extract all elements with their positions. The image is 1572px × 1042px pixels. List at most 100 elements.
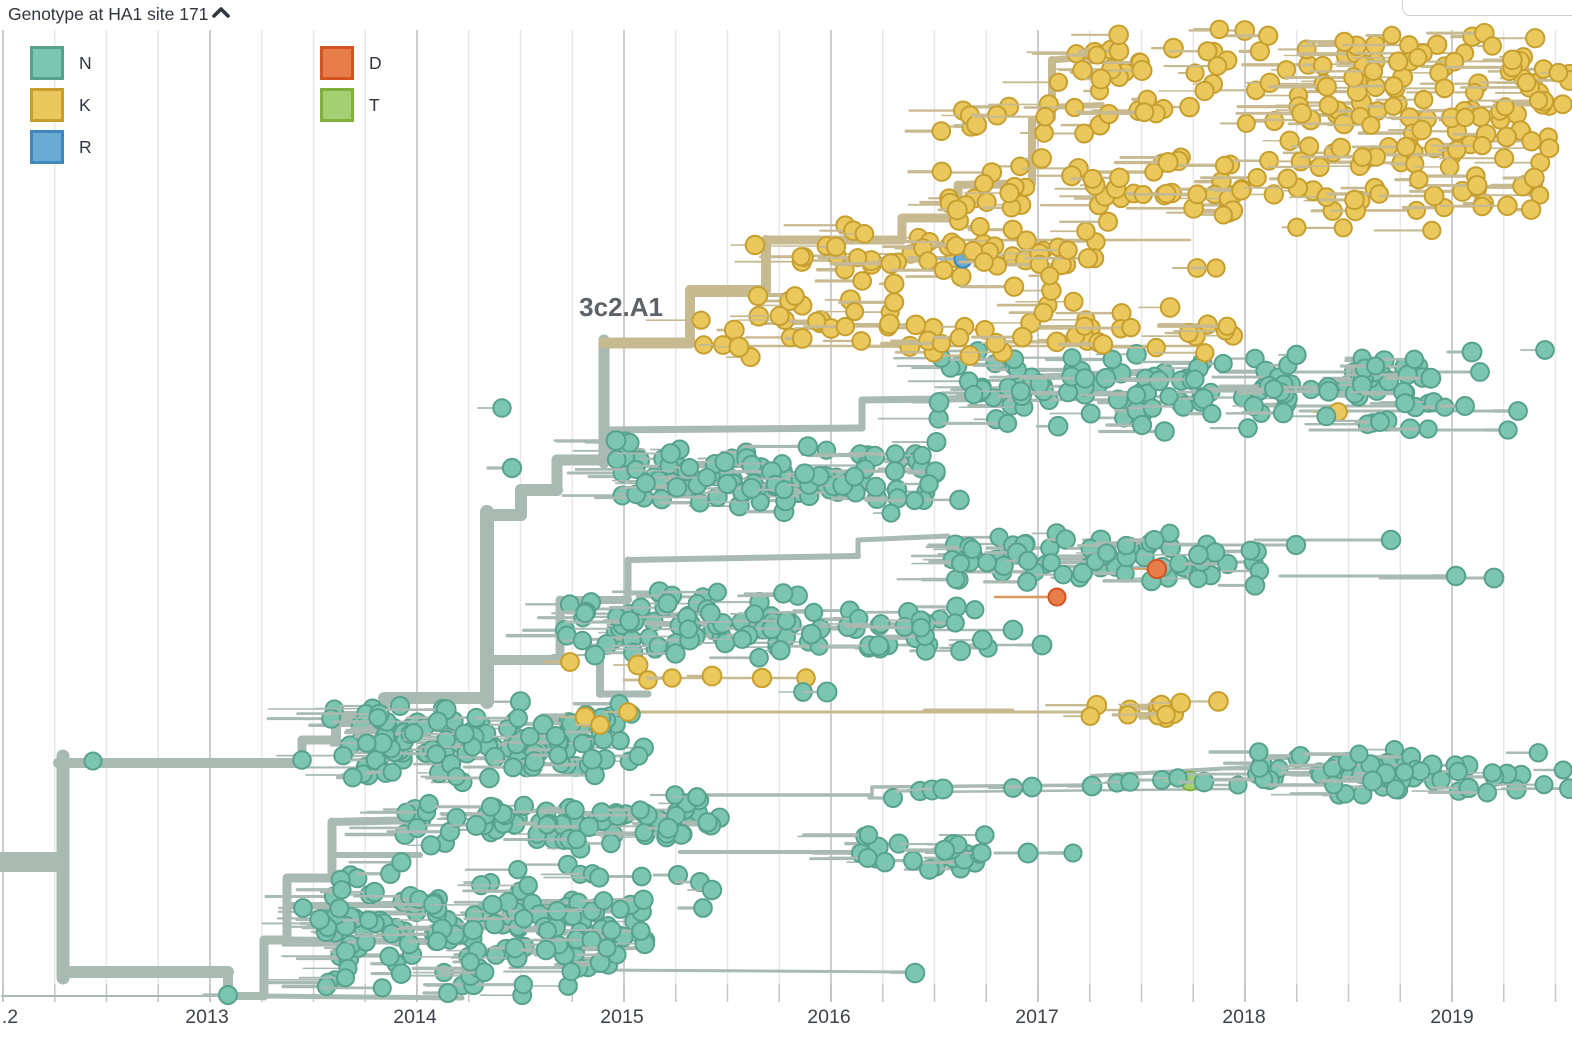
tree-tip-K[interactable] bbox=[1197, 41, 1218, 62]
tree-tip-K[interactable] bbox=[1156, 704, 1176, 725]
tree-tip-N[interactable] bbox=[1498, 420, 1518, 440]
tree-tip-N[interactable] bbox=[665, 643, 686, 664]
tree-tip-N[interactable] bbox=[1301, 379, 1321, 400]
tree-tip-K[interactable] bbox=[1363, 61, 1384, 82]
tree-tip-K[interactable] bbox=[1087, 45, 1107, 65]
tree-tip-N[interactable] bbox=[513, 795, 534, 816]
tree-tip-K[interactable] bbox=[1299, 136, 1320, 157]
tree-tip-K[interactable] bbox=[791, 247, 811, 267]
tree-tip-K[interactable] bbox=[1277, 168, 1298, 189]
tree-tip-K[interactable] bbox=[1482, 36, 1502, 56]
tree-tip-N[interactable] bbox=[1188, 568, 1208, 589]
tree-tip-K[interactable] bbox=[1163, 37, 1184, 59]
tree-tip-N[interactable] bbox=[329, 898, 350, 919]
tree-tip-N[interactable] bbox=[657, 817, 679, 839]
tree-tip-K[interactable] bbox=[1074, 123, 1095, 144]
tree-tip-K[interactable] bbox=[1092, 334, 1114, 355]
tree-tip-K[interactable] bbox=[1076, 221, 1096, 241]
tree-tip-N[interactable] bbox=[1010, 381, 1031, 402]
tree-tip-K[interactable] bbox=[1318, 95, 1340, 116]
tree-tip-K[interactable] bbox=[1082, 168, 1103, 189]
tree-tip-K[interactable] bbox=[1109, 167, 1130, 189]
tree-tip-K[interactable] bbox=[1330, 137, 1352, 159]
tree-tip-N[interactable] bbox=[1553, 760, 1572, 780]
tree-tip-K[interactable] bbox=[845, 302, 865, 322]
tree-tip-N[interactable] bbox=[1395, 393, 1416, 414]
tree-tip-N[interactable] bbox=[509, 691, 531, 713]
tree-tip-N[interactable] bbox=[407, 817, 428, 839]
tree-tip-N[interactable] bbox=[545, 726, 567, 747]
tree-tip-K[interactable] bbox=[1058, 240, 1078, 260]
tree-tip-K[interactable] bbox=[728, 336, 750, 358]
tree-tip-N[interactable] bbox=[773, 583, 794, 604]
tree-tip-K[interactable] bbox=[905, 314, 927, 336]
tree-tip-N[interactable] bbox=[578, 816, 600, 837]
tree-tip-N[interactable] bbox=[333, 745, 353, 766]
tree-tip-N[interactable] bbox=[504, 937, 526, 959]
tree-tip-N[interactable] bbox=[630, 800, 650, 820]
tree-tip-N[interactable] bbox=[564, 799, 585, 821]
tree-tip-K[interactable] bbox=[931, 121, 952, 142]
tree-tip-K[interactable] bbox=[1157, 151, 1179, 173]
tree-tip-N[interactable] bbox=[919, 859, 940, 880]
tree-tip-N[interactable] bbox=[977, 552, 998, 573]
tree-tip-N[interactable] bbox=[1152, 770, 1172, 790]
tree-tip-N[interactable] bbox=[83, 751, 103, 771]
tree-tip-K[interactable] bbox=[880, 253, 902, 275]
tree-tip-K[interactable] bbox=[1411, 119, 1433, 141]
tree-tip-K[interactable] bbox=[1046, 331, 1068, 353]
tree-tip-K[interactable] bbox=[1035, 106, 1056, 127]
tree-tip-N[interactable] bbox=[593, 891, 614, 911]
tree-tip-N[interactable] bbox=[1461, 341, 1483, 363]
tree-tip-N[interactable] bbox=[492, 398, 512, 418]
tree-tip-N[interactable] bbox=[911, 617, 931, 638]
tree-tip-K[interactable] bbox=[1287, 217, 1307, 237]
tree-tip-N[interactable] bbox=[1483, 567, 1505, 589]
tree-tip-K[interactable] bbox=[1405, 154, 1425, 174]
tree-tip-N[interactable] bbox=[1080, 403, 1101, 424]
tree-tip-N[interactable] bbox=[1120, 772, 1140, 792]
tree-tip-N[interactable] bbox=[1349, 744, 1369, 764]
tree-tip-N[interactable] bbox=[634, 823, 654, 843]
tree-tip-K[interactable] bbox=[1523, 167, 1545, 189]
tree-tip-N[interactable] bbox=[666, 477, 688, 498]
tree-tip-N[interactable] bbox=[581, 748, 603, 770]
tree-tip-K[interactable] bbox=[1447, 140, 1467, 160]
tree-tip-N[interactable] bbox=[479, 767, 500, 789]
tree-tip-N[interactable] bbox=[474, 962, 495, 983]
tree-tip-N[interactable] bbox=[657, 593, 678, 614]
tree-tip-N[interactable] bbox=[1168, 768, 1188, 788]
tree-tip-N[interactable] bbox=[883, 788, 903, 808]
tree-tip-N[interactable] bbox=[971, 843, 992, 863]
tree-tip-K[interactable] bbox=[949, 327, 970, 348]
tree-tip-K[interactable] bbox=[1408, 169, 1429, 190]
tree-tip-N[interactable] bbox=[1072, 562, 1093, 584]
tree-tip-K[interactable] bbox=[852, 271, 872, 291]
tree-tip-K[interactable] bbox=[950, 266, 972, 287]
tree-tip-N[interactable] bbox=[566, 829, 587, 850]
tree-tip-K[interactable] bbox=[590, 715, 610, 735]
legend-item-K[interactable]: K bbox=[30, 88, 91, 122]
tree-tip-K[interactable] bbox=[854, 223, 875, 244]
tree-tip-N[interactable] bbox=[591, 802, 612, 823]
tree-tip-K[interactable] bbox=[1249, 41, 1270, 62]
tree-tip-N[interactable] bbox=[816, 681, 838, 703]
tree-tip-K[interactable] bbox=[987, 105, 1008, 126]
tree-tip-N[interactable] bbox=[347, 868, 368, 889]
tree-tip-N[interactable] bbox=[1508, 401, 1528, 421]
tree-tip-K[interactable] bbox=[1423, 185, 1445, 207]
tree-tip-N[interactable] bbox=[1126, 344, 1147, 365]
tree-tip-K[interactable] bbox=[1291, 102, 1313, 124]
tree-tip-K[interactable] bbox=[1090, 68, 1112, 90]
tree-tip-K[interactable] bbox=[835, 316, 856, 337]
tree-tip-N[interactable] bbox=[482, 894, 503, 916]
tree-tip-K[interactable] bbox=[1034, 123, 1054, 143]
tree-tip-K[interactable] bbox=[1194, 80, 1215, 102]
tree-tip-N[interactable] bbox=[1204, 542, 1226, 563]
tree-tip-N[interactable] bbox=[513, 974, 534, 995]
tree-tip-K[interactable] bbox=[618, 702, 638, 722]
tree-tip-K[interactable] bbox=[1134, 102, 1155, 123]
tree-tip-N[interactable] bbox=[871, 614, 891, 634]
tree-tip-N[interactable] bbox=[217, 984, 239, 1006]
tree-tip-N[interactable] bbox=[1017, 571, 1038, 592]
